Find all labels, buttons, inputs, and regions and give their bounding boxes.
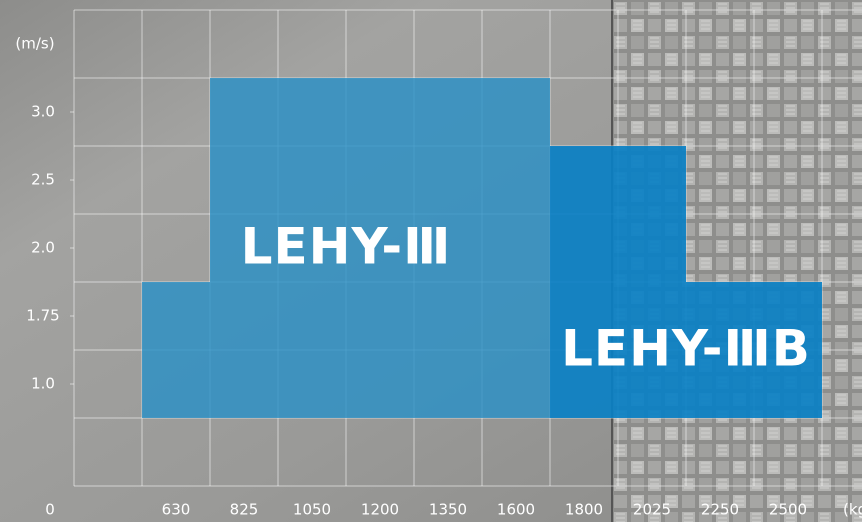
x-tick-label: 2250 — [701, 501, 739, 519]
x-tick-label: 1200 — [361, 501, 399, 519]
series-label: LEHY-ⅢB — [561, 320, 811, 378]
x-axis-label: (kg) — [843, 501, 862, 519]
chart: 1.0 1.75 2.0 2.5 3.0 630 825 1050 1200 1350 1600 18… — [0, 0, 862, 522]
y-tick-label: 1.75 — [26, 307, 59, 325]
x-tick-label: 825 — [230, 501, 259, 519]
region-cell — [142, 282, 210, 418]
series-label: LEHY-Ⅲ — [241, 218, 452, 276]
page: 1.0 1.75 2.0 2.5 3.0 630 825 1050 1200 1350 1600 18… — [0, 0, 862, 522]
region-cell — [482, 78, 550, 418]
x-tick-label: 2500 — [769, 501, 807, 519]
y-tick-label: 1.0 — [31, 375, 55, 393]
y-axis-label: (m/s) — [15, 35, 54, 53]
x-tick-label: 1350 — [429, 501, 467, 519]
x-tick-label: 630 — [162, 501, 191, 519]
x-tick-label: 2025 — [633, 501, 671, 519]
origin-label: 0 — [45, 501, 55, 519]
y-tick-label: 2.5 — [31, 171, 55, 189]
x-tick-label: 1600 — [497, 501, 535, 519]
y-tick-label: 3.0 — [31, 103, 55, 121]
x-tick-label: 1050 — [293, 501, 331, 519]
x-tick-label: 1800 — [565, 501, 603, 519]
y-tick-label: 2.0 — [31, 239, 55, 257]
